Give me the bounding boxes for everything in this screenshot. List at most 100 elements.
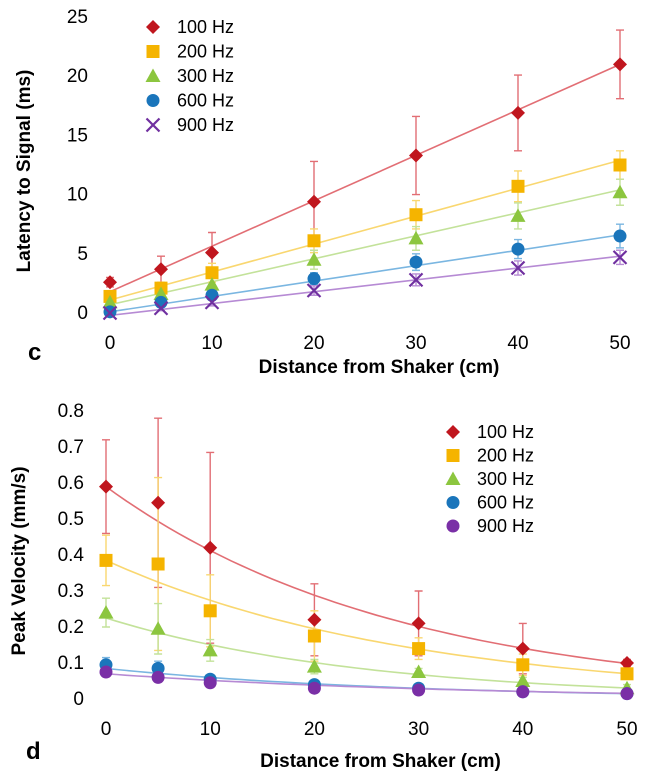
data-point: [515, 641, 530, 656]
trend-line: [105, 667, 628, 695]
y-tick-label: 0.2: [58, 617, 84, 638]
data-point: [204, 295, 220, 310]
data-point: [205, 266, 219, 280]
data-point: [510, 208, 526, 222]
data-point: [409, 208, 423, 222]
data-point: [103, 275, 117, 290]
legend-marker: [145, 68, 161, 82]
chart-panel-c: 0 5 10 15 20 25 0 10 20 30 40 50 Distance from Shake…: [14, 7, 631, 378]
data-point: [620, 687, 634, 701]
trend-line: [105, 559, 628, 675]
panel-label: d: [26, 738, 41, 765]
panel-label: c: [28, 339, 41, 366]
data-point: [204, 277, 220, 291]
data-point: [412, 642, 426, 656]
x-tick-label: 10: [201, 333, 222, 354]
data-point: [409, 255, 423, 269]
legend-entry: 100 Hz: [177, 17, 234, 37]
data-point: [620, 667, 634, 681]
y-tick-label: 0: [73, 689, 84, 710]
legend-entry: 100 Hz: [477, 422, 534, 442]
data-point: [613, 229, 627, 243]
data-point: [99, 479, 113, 494]
data-point: [307, 194, 321, 209]
data-point: [307, 612, 322, 627]
legend-entry: 900 Hz: [177, 115, 234, 135]
x-tick-label: 20: [304, 719, 325, 740]
x-tick-label: 0: [101, 719, 112, 740]
legend-entry: 300 Hz: [177, 66, 234, 86]
trend-line: [109, 63, 621, 293]
data-point: [620, 656, 634, 670]
y-tick-label: 0.8: [58, 401, 84, 422]
data-point: [151, 557, 165, 571]
data-point: [154, 262, 168, 277]
data-point: [511, 105, 525, 120]
y-tick-label: 0.1: [58, 653, 84, 674]
trend-line: [105, 485, 628, 665]
y-tick-label: 0.5: [58, 509, 84, 530]
data-point: [307, 272, 321, 286]
data-point: [306, 283, 322, 298]
data-point: [205, 288, 219, 302]
y-tick-label: 25: [67, 7, 88, 28]
legend-marker: [445, 471, 461, 485]
y-axis-label: Peak Velocity (mm/s): [9, 466, 30, 655]
y-tick-label: 0.7: [58, 437, 84, 458]
data-point: [613, 57, 627, 72]
data-point: [307, 681, 321, 695]
legend-marker: [446, 425, 460, 439]
data-point: [99, 553, 113, 567]
data-point: [102, 305, 118, 321]
data-point: [151, 495, 166, 510]
x-tick-label: 10: [200, 719, 221, 740]
data-point: [408, 230, 424, 245]
data-point: [516, 658, 530, 672]
legend-entry: 600 Hz: [177, 91, 234, 111]
x-tick-label: 40: [512, 719, 533, 740]
data-point: [511, 179, 525, 193]
legend-entry: 900 Hz: [477, 516, 534, 536]
data-point: [307, 629, 321, 643]
data-point: [151, 670, 165, 684]
data-point: [613, 158, 627, 172]
trend-line: [105, 617, 628, 689]
y-tick-label: 0.6: [58, 473, 84, 494]
trend-line: [109, 234, 621, 313]
y-tick-label: 15: [67, 125, 88, 146]
y-tick-label: 5: [77, 244, 88, 265]
trend-line: [105, 673, 628, 695]
y-tick-label: 0.3: [58, 581, 84, 602]
data-point: [99, 665, 113, 679]
legend-marker: [446, 519, 460, 533]
legend-marker: [446, 496, 460, 509]
data-point: [153, 300, 169, 316]
trend-line: [109, 159, 621, 301]
data-point: [202, 642, 218, 657]
y-axis-label: Latency to Signal (ms): [14, 70, 35, 273]
data-point: [203, 676, 217, 690]
legend-marker: [146, 94, 160, 107]
data-point: [150, 621, 166, 635]
data-point: [203, 604, 217, 618]
legend-marker: [146, 45, 160, 58]
data-point: [102, 294, 118, 309]
data-point: [612, 250, 628, 265]
data-point: [306, 659, 322, 673]
legend-entry: 600 Hz: [477, 493, 534, 513]
data-point: [411, 664, 427, 678]
data-point: [515, 673, 531, 687]
trend-line: [109, 255, 621, 317]
data-point: [408, 272, 424, 288]
legend-entry: 200 Hz: [477, 446, 534, 466]
y-tick-label: 10: [67, 185, 88, 206]
data-point: [511, 242, 525, 256]
data-point: [510, 260, 526, 276]
legend-marker: [145, 117, 161, 133]
x-tick-label: 40: [507, 333, 528, 354]
y-tick-label: 0: [77, 303, 88, 324]
data-point: [409, 148, 423, 163]
y-tick-label: 20: [67, 66, 88, 87]
data-point: [612, 184, 628, 199]
